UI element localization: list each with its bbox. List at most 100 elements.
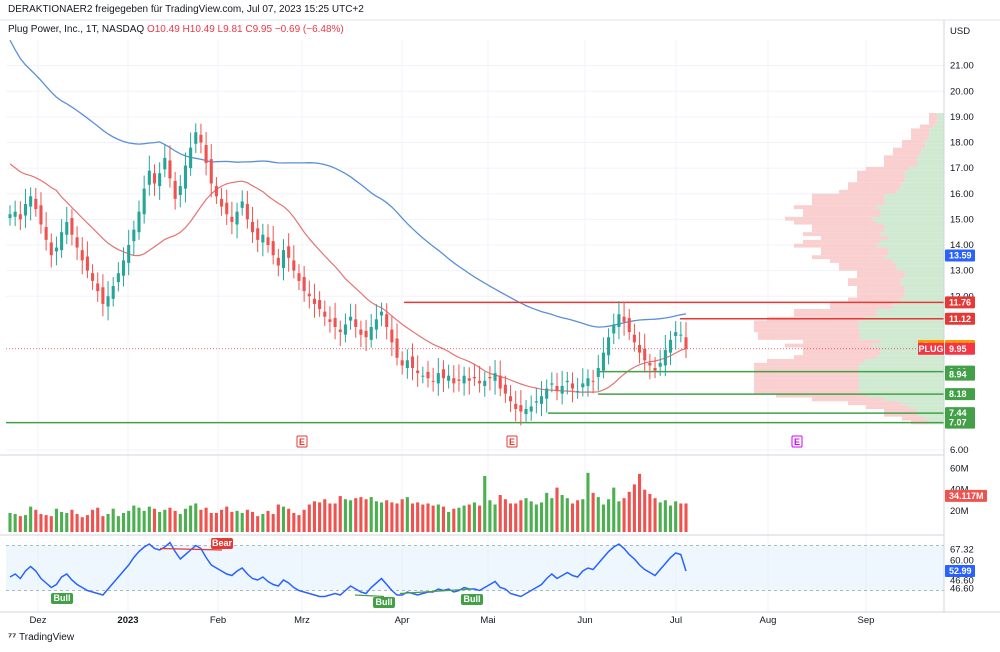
volume-profile-bar-buy <box>896 189 944 194</box>
volume-bar-up <box>539 502 544 532</box>
volume-profile-bar-sell <box>803 212 881 217</box>
volume-bar-up <box>550 498 554 532</box>
volume-bar-up <box>462 505 466 532</box>
volume-profile-bar-buy <box>884 201 944 206</box>
candle-up <box>534 401 538 403</box>
volume-profile-bar-buy <box>892 305 944 310</box>
price-tick-label: 21.00 <box>950 61 974 72</box>
volume-profile-bar-sell <box>911 136 930 140</box>
candle-up <box>111 286 115 299</box>
volume-profile-bar-buy <box>917 159 944 163</box>
earnings-marker <box>791 435 803 448</box>
candle-up <box>405 360 409 368</box>
volume-profile-bar-buy <box>917 412 944 417</box>
volume-bar-down <box>400 499 404 532</box>
volume-profile-bar-sell <box>767 359 865 363</box>
candle-down <box>684 337 688 349</box>
earnings-marker <box>506 435 518 448</box>
volume-profile-bar-sell <box>754 382 859 386</box>
volume-bar-down <box>364 499 368 532</box>
candle-down <box>173 180 177 199</box>
volume-bar-down <box>570 503 575 532</box>
candle-down <box>416 370 420 374</box>
volume-bar-up <box>663 500 667 532</box>
candle-down <box>70 218 74 235</box>
volume-bar-up <box>565 498 569 532</box>
symbol-line[interactable]: Plug Power, Inc., 1T, NASDAQ O10.49 H10.… <box>8 24 344 35</box>
candle-up <box>137 211 141 233</box>
volume-profile-bar-buy <box>880 339 944 344</box>
volume-bar-down <box>101 516 105 532</box>
volume-bar-down <box>638 473 642 532</box>
candle-down <box>514 403 518 409</box>
volume-profile-bar-sell <box>839 266 897 271</box>
tradingview-logo[interactable]: ⁷⁷ TradingView <box>8 632 74 643</box>
volume-bar-down <box>643 489 647 532</box>
volume-profile-bar-buy <box>937 120 944 125</box>
volume-bar-down <box>80 517 84 532</box>
candle-down <box>452 378 456 384</box>
volume-profile-bar-buy <box>892 259 944 263</box>
volume-bar-up <box>127 510 131 532</box>
volume-bar-up <box>106 514 110 532</box>
volume-profile-bar-sell <box>758 332 861 336</box>
volume-profile-bar-sell <box>803 239 881 244</box>
volume-profile-bar-buy <box>876 355 944 360</box>
volume-profile-bar-buy <box>858 320 944 325</box>
candle-up <box>658 362 662 367</box>
candle-down <box>214 186 218 197</box>
price-tick-label: 14.00 <box>950 240 974 251</box>
volume-profile-bar-sell <box>902 416 926 421</box>
tv-logo-icon: ⁷⁷ <box>8 632 20 643</box>
price-tag <box>945 342 975 355</box>
volume-profile-bar-sell <box>857 270 905 275</box>
price-tick-label: 17.00 <box>950 163 974 174</box>
volume-profile-bar-buy <box>908 405 944 409</box>
horizontal-levels[interactable] <box>6 301 944 424</box>
candle-up <box>142 188 146 215</box>
volume-bar-up <box>379 502 384 532</box>
candle-down <box>266 237 270 245</box>
volume-bar-down <box>173 510 177 532</box>
volume-bar-up <box>137 507 141 532</box>
volume-profile-bar-sell <box>857 293 905 298</box>
time-tick-label: Jul <box>670 615 682 626</box>
rsi-pane: Bull Bear Bull Bull <box>6 538 944 608</box>
volume-bar-up <box>545 492 549 532</box>
candle-up <box>183 165 187 189</box>
divergence-tag-label: Bear <box>212 538 233 548</box>
volume-bar-down <box>230 511 234 532</box>
volume-bar-up <box>601 504 605 532</box>
volume-profile-bar-sell <box>830 301 893 306</box>
volume-profile-bar-sell <box>911 132 930 137</box>
volume-bar-up <box>674 501 678 532</box>
candle-up <box>23 204 28 216</box>
volume-profile-bar-buy <box>876 309 944 313</box>
volume-bar-up <box>374 501 378 532</box>
volume-bar-down <box>416 502 420 532</box>
volume-bar-down <box>214 512 218 532</box>
volume-bar-down <box>34 509 38 532</box>
price-tag-text: 8.18 <box>949 389 967 399</box>
candle-down <box>570 383 575 389</box>
volume-profile-bar-sell <box>812 193 885 198</box>
volume-profile-bar-sell <box>929 116 938 121</box>
time-tick-label: Dez <box>30 615 47 626</box>
price-tick-label: 18.00 <box>950 138 974 149</box>
volume-bar-up <box>240 512 244 532</box>
candle-down <box>410 356 415 368</box>
price-tag-text: 11.76 <box>949 297 971 307</box>
symbol-name[interactable]: Plug Power, Inc., 1T, NASDAQ <box>8 24 145 35</box>
volume-bar-up <box>529 501 533 532</box>
volume-profile-bar-sell <box>911 128 930 133</box>
candle-down <box>101 287 105 304</box>
volume-profile-bar-buy <box>884 397 944 402</box>
volume-profile-bar-sell <box>812 255 885 260</box>
volume-last-tag-text: 34.117M <box>949 491 984 501</box>
candle-down <box>426 371 430 379</box>
candle-up <box>663 350 667 366</box>
volume-profile-bar-buy <box>904 293 944 298</box>
volume-bars <box>8 472 688 532</box>
earnings-marker-label: E <box>509 437 515 447</box>
